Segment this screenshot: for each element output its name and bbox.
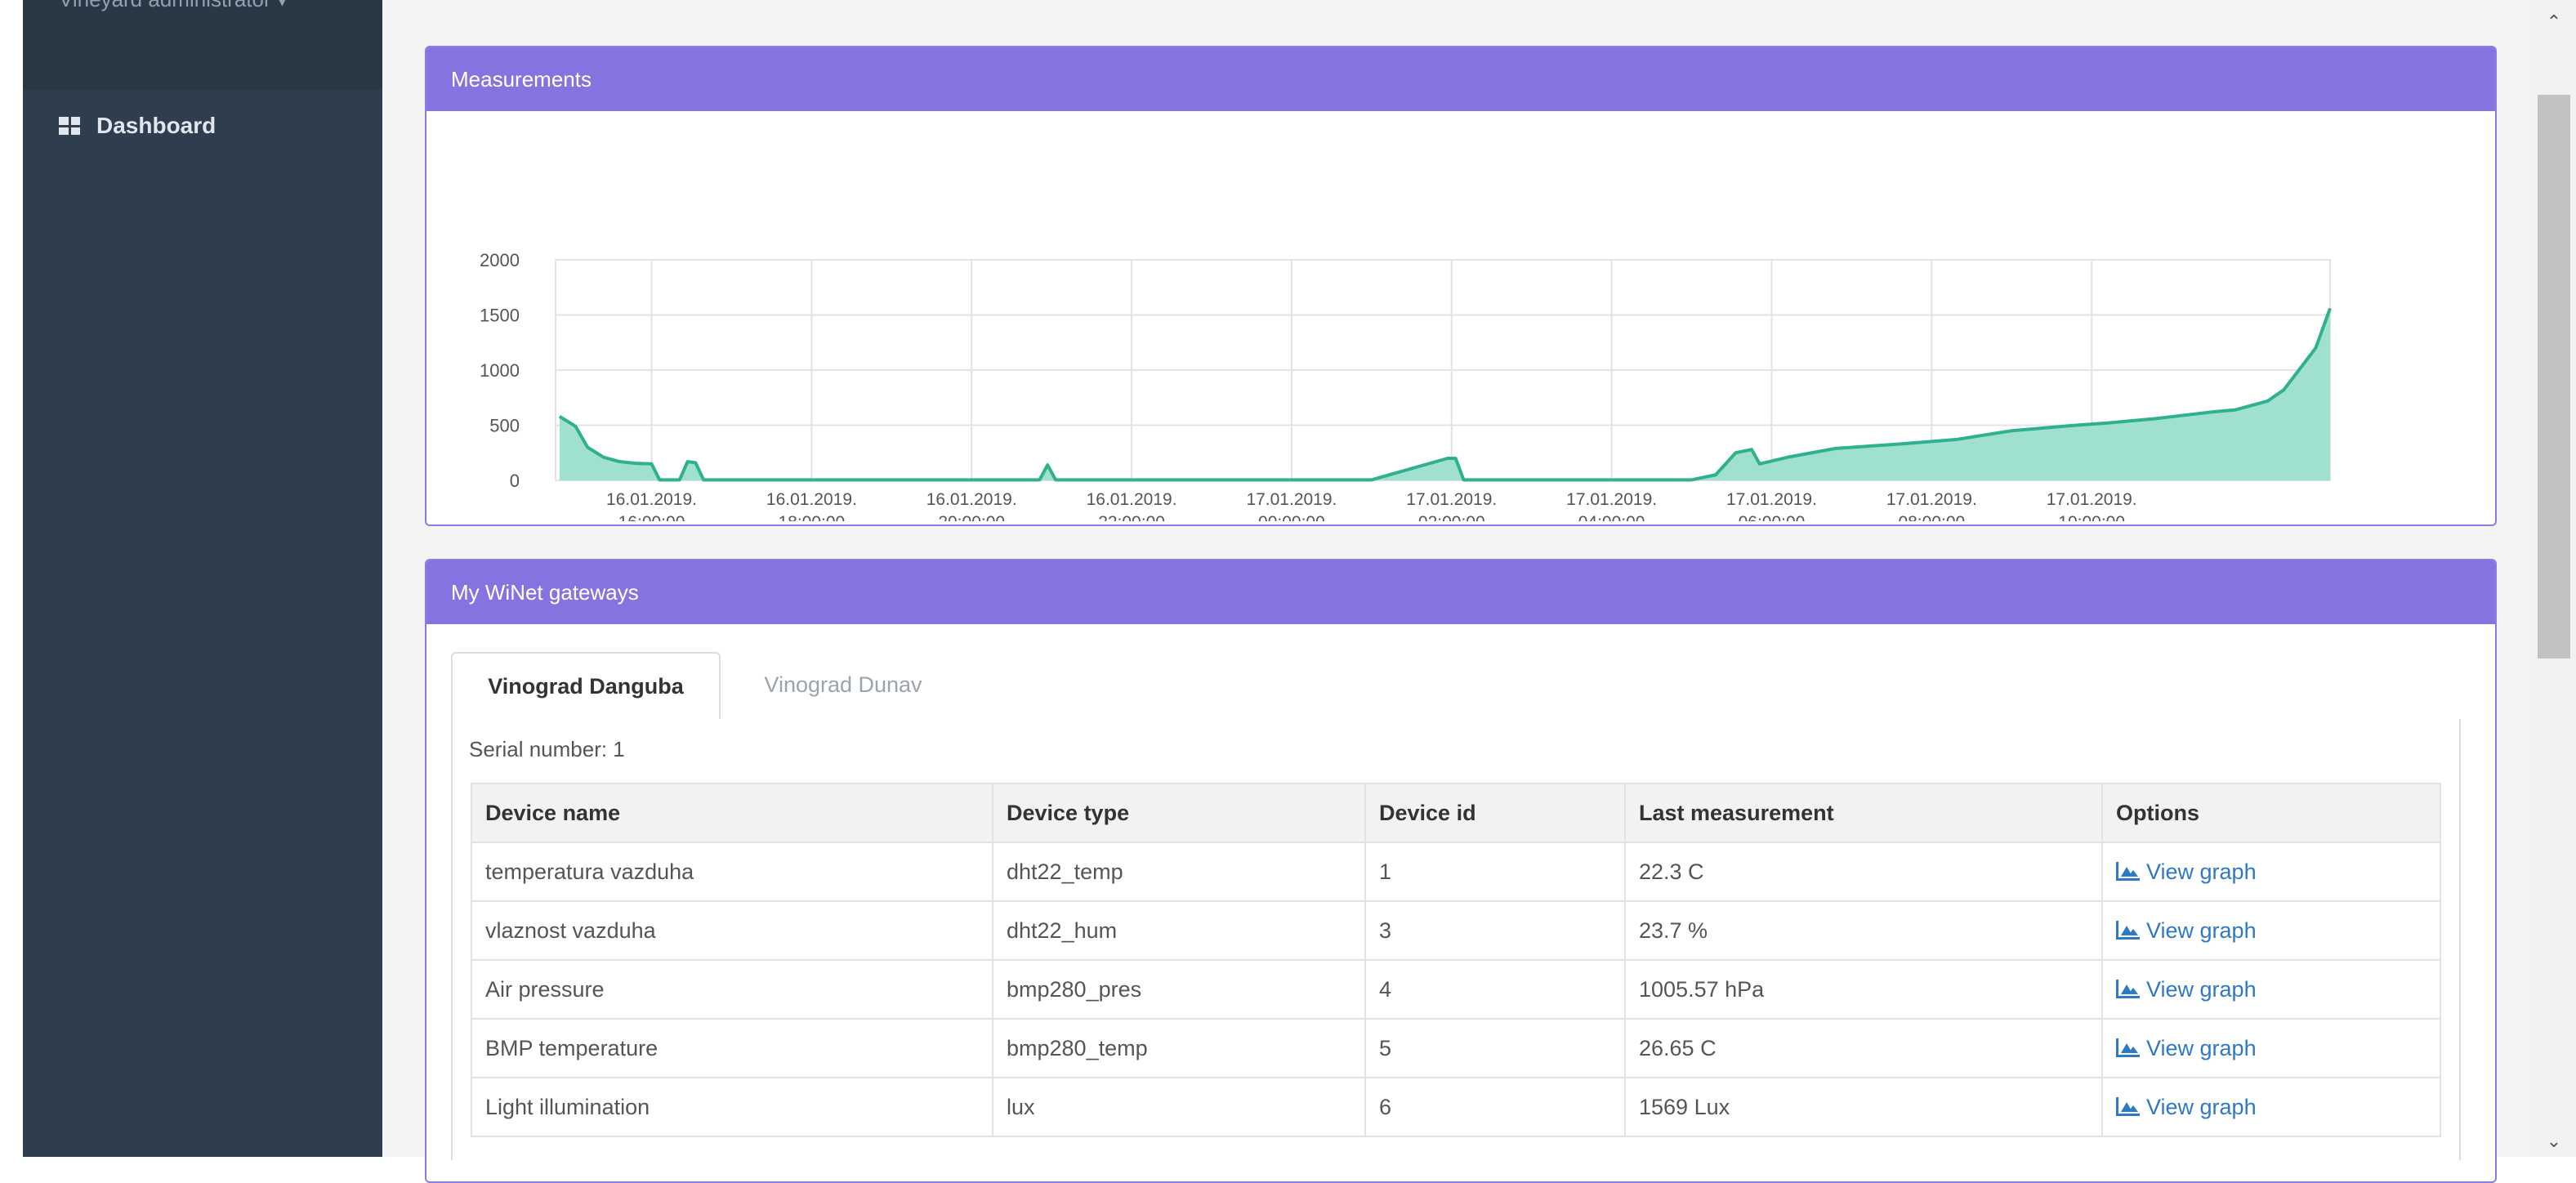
last-measurement: 1005.57 hPa — [1624, 959, 2103, 1020]
x-tick-label: 18:00:00 — [778, 513, 845, 521]
table-header-row: Device name Device type Device id Last m… — [471, 783, 2441, 843]
x-tick-label: 22:00:00 — [1098, 513, 1165, 521]
view-graph-label: View graph — [2146, 917, 2257, 943]
view-graph-label: View graph — [2146, 976, 2257, 1002]
view-graph-label: View graph — [2146, 859, 2257, 884]
device-name: temperatura vazduha — [471, 841, 993, 902]
view-graph-link[interactable]: View graph — [2101, 900, 2441, 961]
device-type: bmp280_temp — [992, 1018, 1366, 1078]
x-tick-label: 04:00:00 — [1578, 513, 1645, 521]
x-tick-label: 02:00:00 — [1418, 513, 1485, 521]
table-row: Air pressure bmp280_pres 4 1005.57 hPa V… — [471, 959, 2441, 1020]
device-type: bmp280_pres — [992, 959, 1366, 1020]
x-tick-label: 17.01.2019. — [1246, 490, 1337, 509]
device-id: 4 — [1364, 959, 1626, 1020]
last-measurement: 26.65 C — [1624, 1018, 2103, 1078]
y-tick-label: 2000 — [480, 250, 520, 270]
y-tick-label: 500 — [489, 416, 520, 436]
x-tick-label: 17.01.2019. — [1566, 490, 1657, 509]
series-area — [559, 308, 2331, 480]
view-graph-link[interactable]: View graph — [2101, 1018, 2441, 1078]
device-type: lux — [992, 1077, 1366, 1137]
scroll-up-arrow-icon[interactable]: ⌃ — [2546, 11, 2562, 32]
dashboard-grid-icon — [59, 117, 80, 135]
table-row: BMP temperature bmp280_temp 5 26.65 C Vi… — [471, 1018, 2441, 1078]
device-id: 1 — [1364, 841, 1626, 902]
last-measurement: 1569 Lux — [1624, 1077, 2103, 1137]
measurements-chart: 0 500 1000 1500 2000 16.01.2019. 16:00:00 16.01… — [426, 113, 2495, 521]
sidebar-profile: Vineyard administrator ▾ — [23, 0, 382, 90]
last-measurement: 22.3 C — [1624, 841, 2103, 902]
view-graph-label: View graph — [2146, 1094, 2257, 1119]
column-header-device-type: Device type — [992, 783, 1366, 843]
measurements-panel-title: Measurements — [426, 47, 2495, 111]
device-id: 5 — [1364, 1018, 1626, 1078]
table-row: vlaznost vazduha dht22_hum 3 23.7 % View… — [471, 900, 2441, 961]
sidebar-item-label: Dashboard — [96, 113, 217, 138]
devices-table: Device name Device type Device id Last m… — [471, 783, 2441, 1137]
device-name: Light illumination — [471, 1077, 993, 1137]
x-tick-label: 16.01.2019. — [766, 490, 857, 509]
y-tick-label: 1500 — [480, 306, 520, 326]
area-chart-icon — [2116, 920, 2140, 940]
x-tick-label: 17.01.2019. — [1726, 490, 1817, 509]
sidebar-item-dashboard[interactable]: Dashboard — [59, 113, 216, 139]
area-chart-icon — [2116, 861, 2140, 881]
column-header-options: Options — [2101, 783, 2441, 843]
gateway-tab-content: Serial number: 1 Device name Device type… — [451, 719, 2461, 1160]
area-chart-icon — [2116, 1096, 2140, 1116]
x-tick-label: 20:00:00 — [938, 513, 1005, 521]
x-tick-label: 16:00:00 — [618, 513, 685, 521]
device-name: vlaznost vazduha — [471, 900, 993, 961]
last-measurement: 23.7 % — [1624, 900, 2103, 961]
serial-number: Serial number: 1 — [469, 737, 625, 761]
view-graph-label: View graph — [2146, 1035, 2257, 1060]
gateway-tabs: Vinograd Danguba Vinograd Dunav — [451, 652, 2461, 721]
gateways-panel: My WiNet gateways Vinograd Danguba Vinog… — [425, 559, 2497, 1183]
device-type: dht22_temp — [992, 841, 1366, 902]
x-tick-label: 08:00:00 — [1898, 513, 1965, 521]
y-tick-label: 1000 — [480, 360, 520, 381]
measurements-chart-svg: 0 500 1000 1500 2000 16.01.2019. 16:00:00 16.01… — [480, 250, 2332, 521]
x-tick-label: 17.01.2019. — [1406, 490, 1497, 509]
tab-vinograd-danguba[interactable]: Vinograd Danguba — [451, 652, 721, 721]
view-graph-link[interactable]: View graph — [2101, 959, 2441, 1020]
table-row: Light illumination lux 6 1569 Lux View g… — [471, 1077, 2441, 1137]
column-header-last-measurement: Last measurement — [1624, 783, 2103, 843]
x-tick-label: 06:00:00 — [1739, 513, 1806, 521]
x-tick-label: 17.01.2019. — [2047, 490, 2137, 509]
x-tick-label: 16.01.2019. — [1087, 490, 1177, 509]
sidebar: Vineyard administrator ▾ Dashboard — [23, 0, 382, 1157]
x-tick-label: 10:00:00 — [2058, 513, 2125, 521]
view-graph-link[interactable]: View graph — [2101, 1077, 2441, 1137]
column-header-device-id: Device id — [1364, 783, 1626, 843]
area-chart-icon — [2116, 979, 2140, 998]
column-header-device-name: Device name — [471, 783, 993, 843]
main-content: Measurements 0 500 1000 1500 2000 16.01.2019.… — [382, 0, 2529, 1183]
x-tick-label: 17.01.2019. — [1886, 490, 1977, 509]
table-row: temperatura vazduha dht22_temp 1 22.3 C … — [471, 841, 2441, 902]
series-line — [558, 307, 2332, 482]
device-name: Air pressure — [471, 959, 993, 1020]
scroll-down-arrow-icon[interactable]: ⌄ — [2546, 1131, 2562, 1151]
y-tick-label: 0 — [510, 471, 520, 491]
view-graph-link[interactable]: View graph — [2101, 841, 2441, 902]
x-tick-label: 16.01.2019. — [926, 490, 1017, 509]
scrollbar-thumb[interactable] — [2538, 95, 2570, 658]
gateways-panel-title: My WiNet gateways — [426, 560, 2495, 624]
device-id: 3 — [1364, 900, 1626, 961]
area-chart-icon — [2116, 1038, 2140, 1057]
device-type: dht22_hum — [992, 900, 1366, 961]
x-tick-label: 16.01.2019. — [606, 490, 697, 509]
device-name: BMP temperature — [471, 1018, 993, 1078]
measurements-panel: Measurements 0 500 1000 1500 2000 16.01.2019.… — [425, 46, 2497, 526]
user-menu[interactable]: Vineyard administrator ▾ — [59, 0, 288, 12]
tab-vinograd-dunav[interactable]: Vinograd Dunav — [764, 672, 922, 697]
device-id: 6 — [1364, 1077, 1626, 1137]
x-tick-label: 00:00:00 — [1258, 513, 1325, 521]
